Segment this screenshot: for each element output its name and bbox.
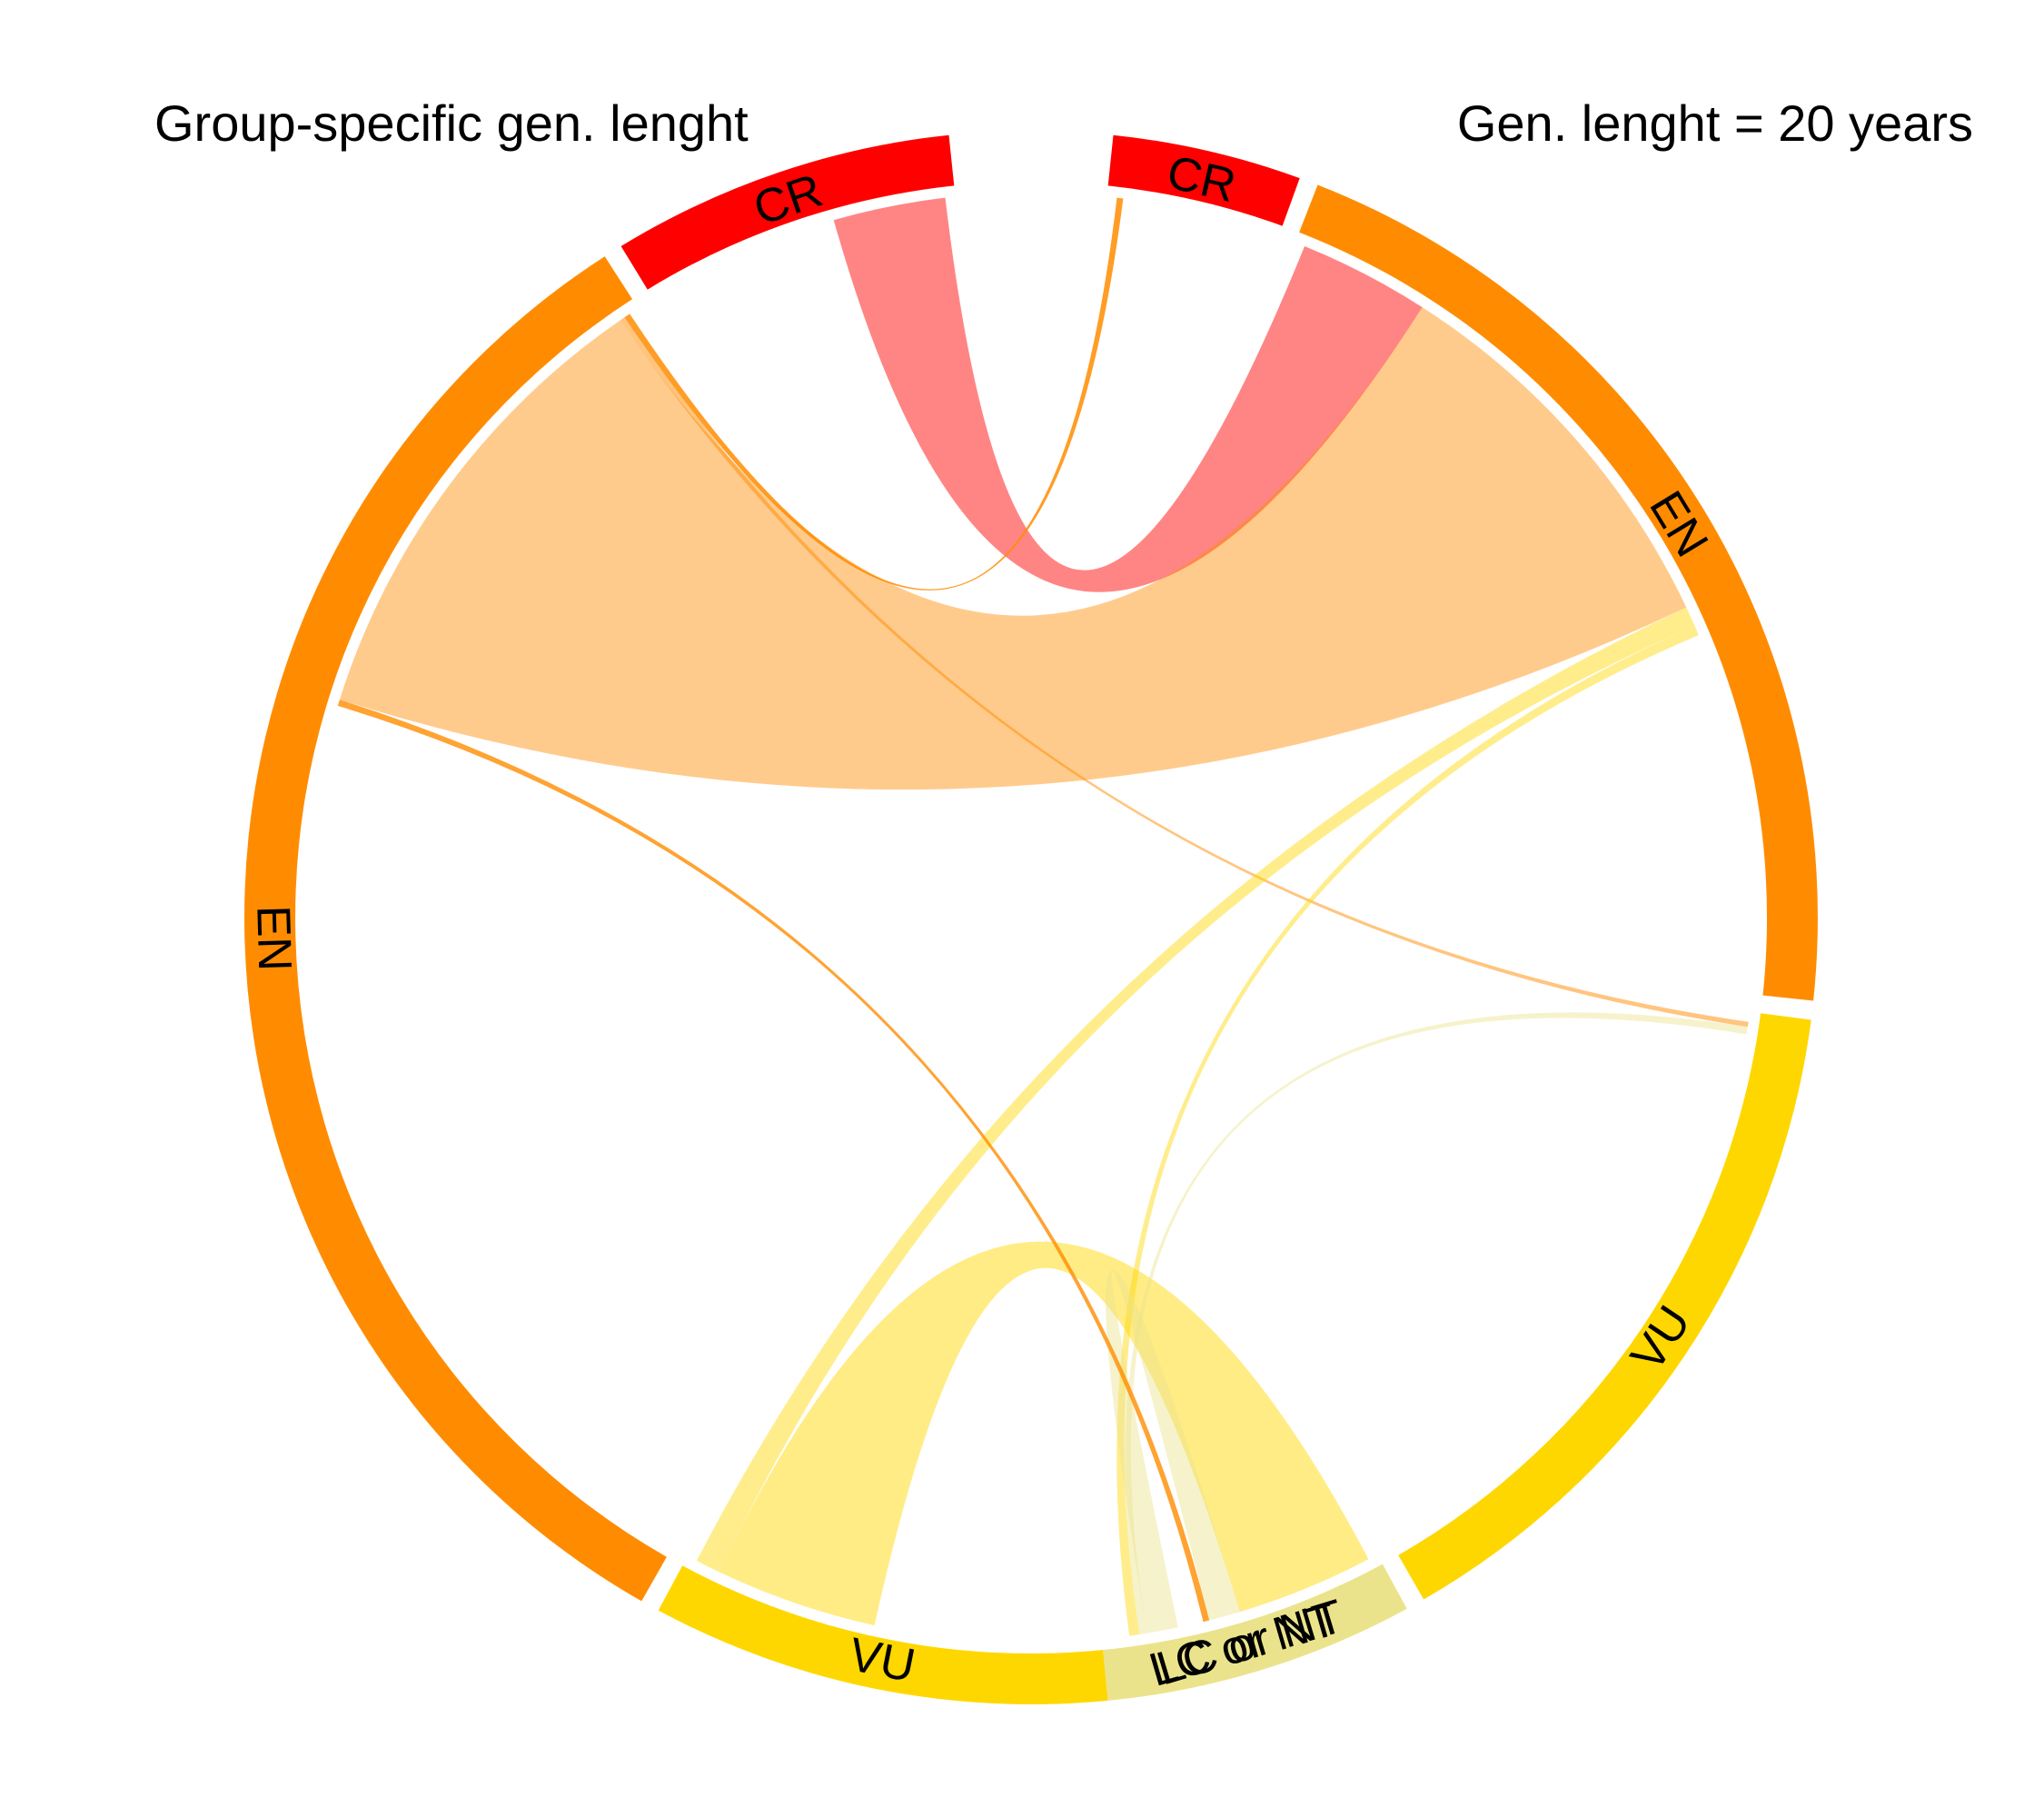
ribbon-left-en-to-right-en: [339, 307, 1687, 790]
right-segment-cr: [1107, 134, 1300, 226]
left-panel-title: Group-specific gen. lenght: [154, 94, 749, 152]
segments: [244, 134, 1818, 1705]
ribbon-left-vu-to-right-lc-or-nt: [719, 1241, 1369, 1626]
ribbons: [337, 197, 1749, 1636]
right-panel-title: Gen. lenght = 20 years: [1457, 94, 1973, 152]
left-segment-vu: [658, 1565, 1108, 1705]
ribbon-left-lc-or-nt-to-right-lc-or-nt: [1106, 1269, 1240, 1633]
left-segment-cr: [620, 134, 955, 290]
left-segment-label: VU: [845, 1628, 919, 1693]
left-segment-label: EN: [246, 905, 301, 972]
left-segment-en: [244, 256, 667, 1602]
right-segment-vu: [1398, 1013, 1811, 1600]
right-segment-label: CR: [1162, 146, 1240, 213]
left-segment-lc-or-nt: [1120, 1582, 1370, 1699]
right-segment-en: [1299, 184, 1818, 1001]
ribbon-left-cr-to-right-en: [833, 197, 1423, 592]
